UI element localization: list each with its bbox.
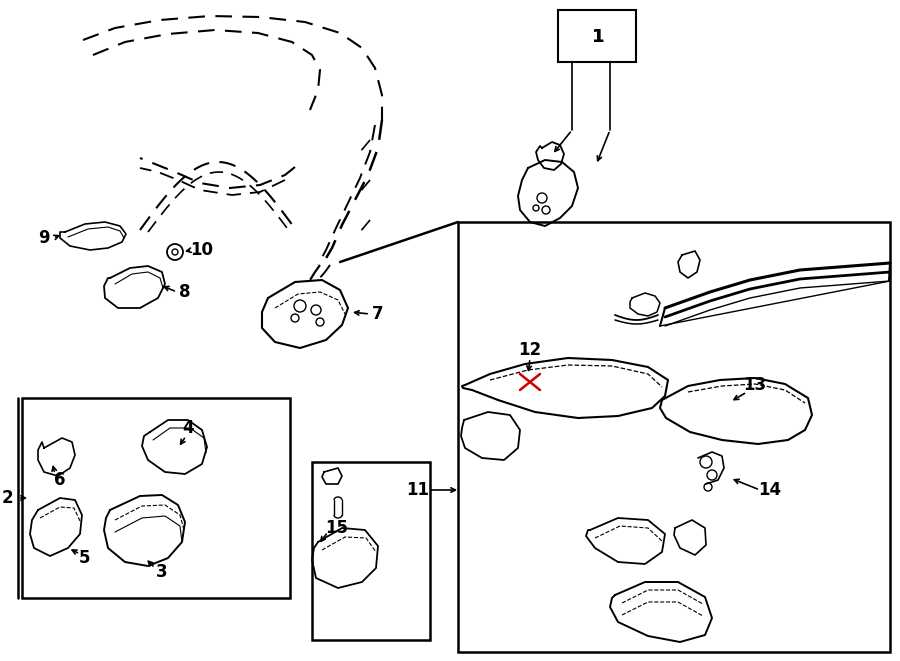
Circle shape (707, 470, 717, 480)
Circle shape (167, 244, 183, 260)
Circle shape (294, 300, 306, 312)
Text: 9: 9 (38, 229, 50, 247)
Bar (22, 398, 290, 598)
Text: 5: 5 (79, 549, 91, 567)
Text: 2: 2 (2, 489, 13, 507)
Text: 11: 11 (407, 481, 429, 499)
Text: 8: 8 (179, 283, 191, 301)
Text: 15: 15 (326, 519, 348, 537)
Text: 14: 14 (759, 481, 781, 499)
Text: 6: 6 (54, 471, 66, 489)
Bar (558, 10, 636, 62)
Text: 3: 3 (157, 563, 167, 581)
Text: 1: 1 (592, 28, 604, 46)
Circle shape (172, 249, 178, 255)
Circle shape (311, 305, 321, 315)
Circle shape (700, 456, 712, 468)
Text: 1: 1 (592, 28, 604, 46)
Bar (312, 462, 430, 640)
Text: 4: 4 (182, 419, 194, 437)
Text: 12: 12 (518, 341, 542, 359)
Text: 7: 7 (373, 305, 383, 323)
Text: 10: 10 (191, 241, 213, 259)
Circle shape (542, 206, 550, 214)
Text: 13: 13 (743, 376, 767, 394)
Circle shape (316, 318, 324, 326)
Bar (458, 222, 890, 652)
Circle shape (537, 193, 547, 203)
Circle shape (533, 205, 539, 211)
Circle shape (704, 483, 712, 491)
Circle shape (291, 314, 299, 322)
